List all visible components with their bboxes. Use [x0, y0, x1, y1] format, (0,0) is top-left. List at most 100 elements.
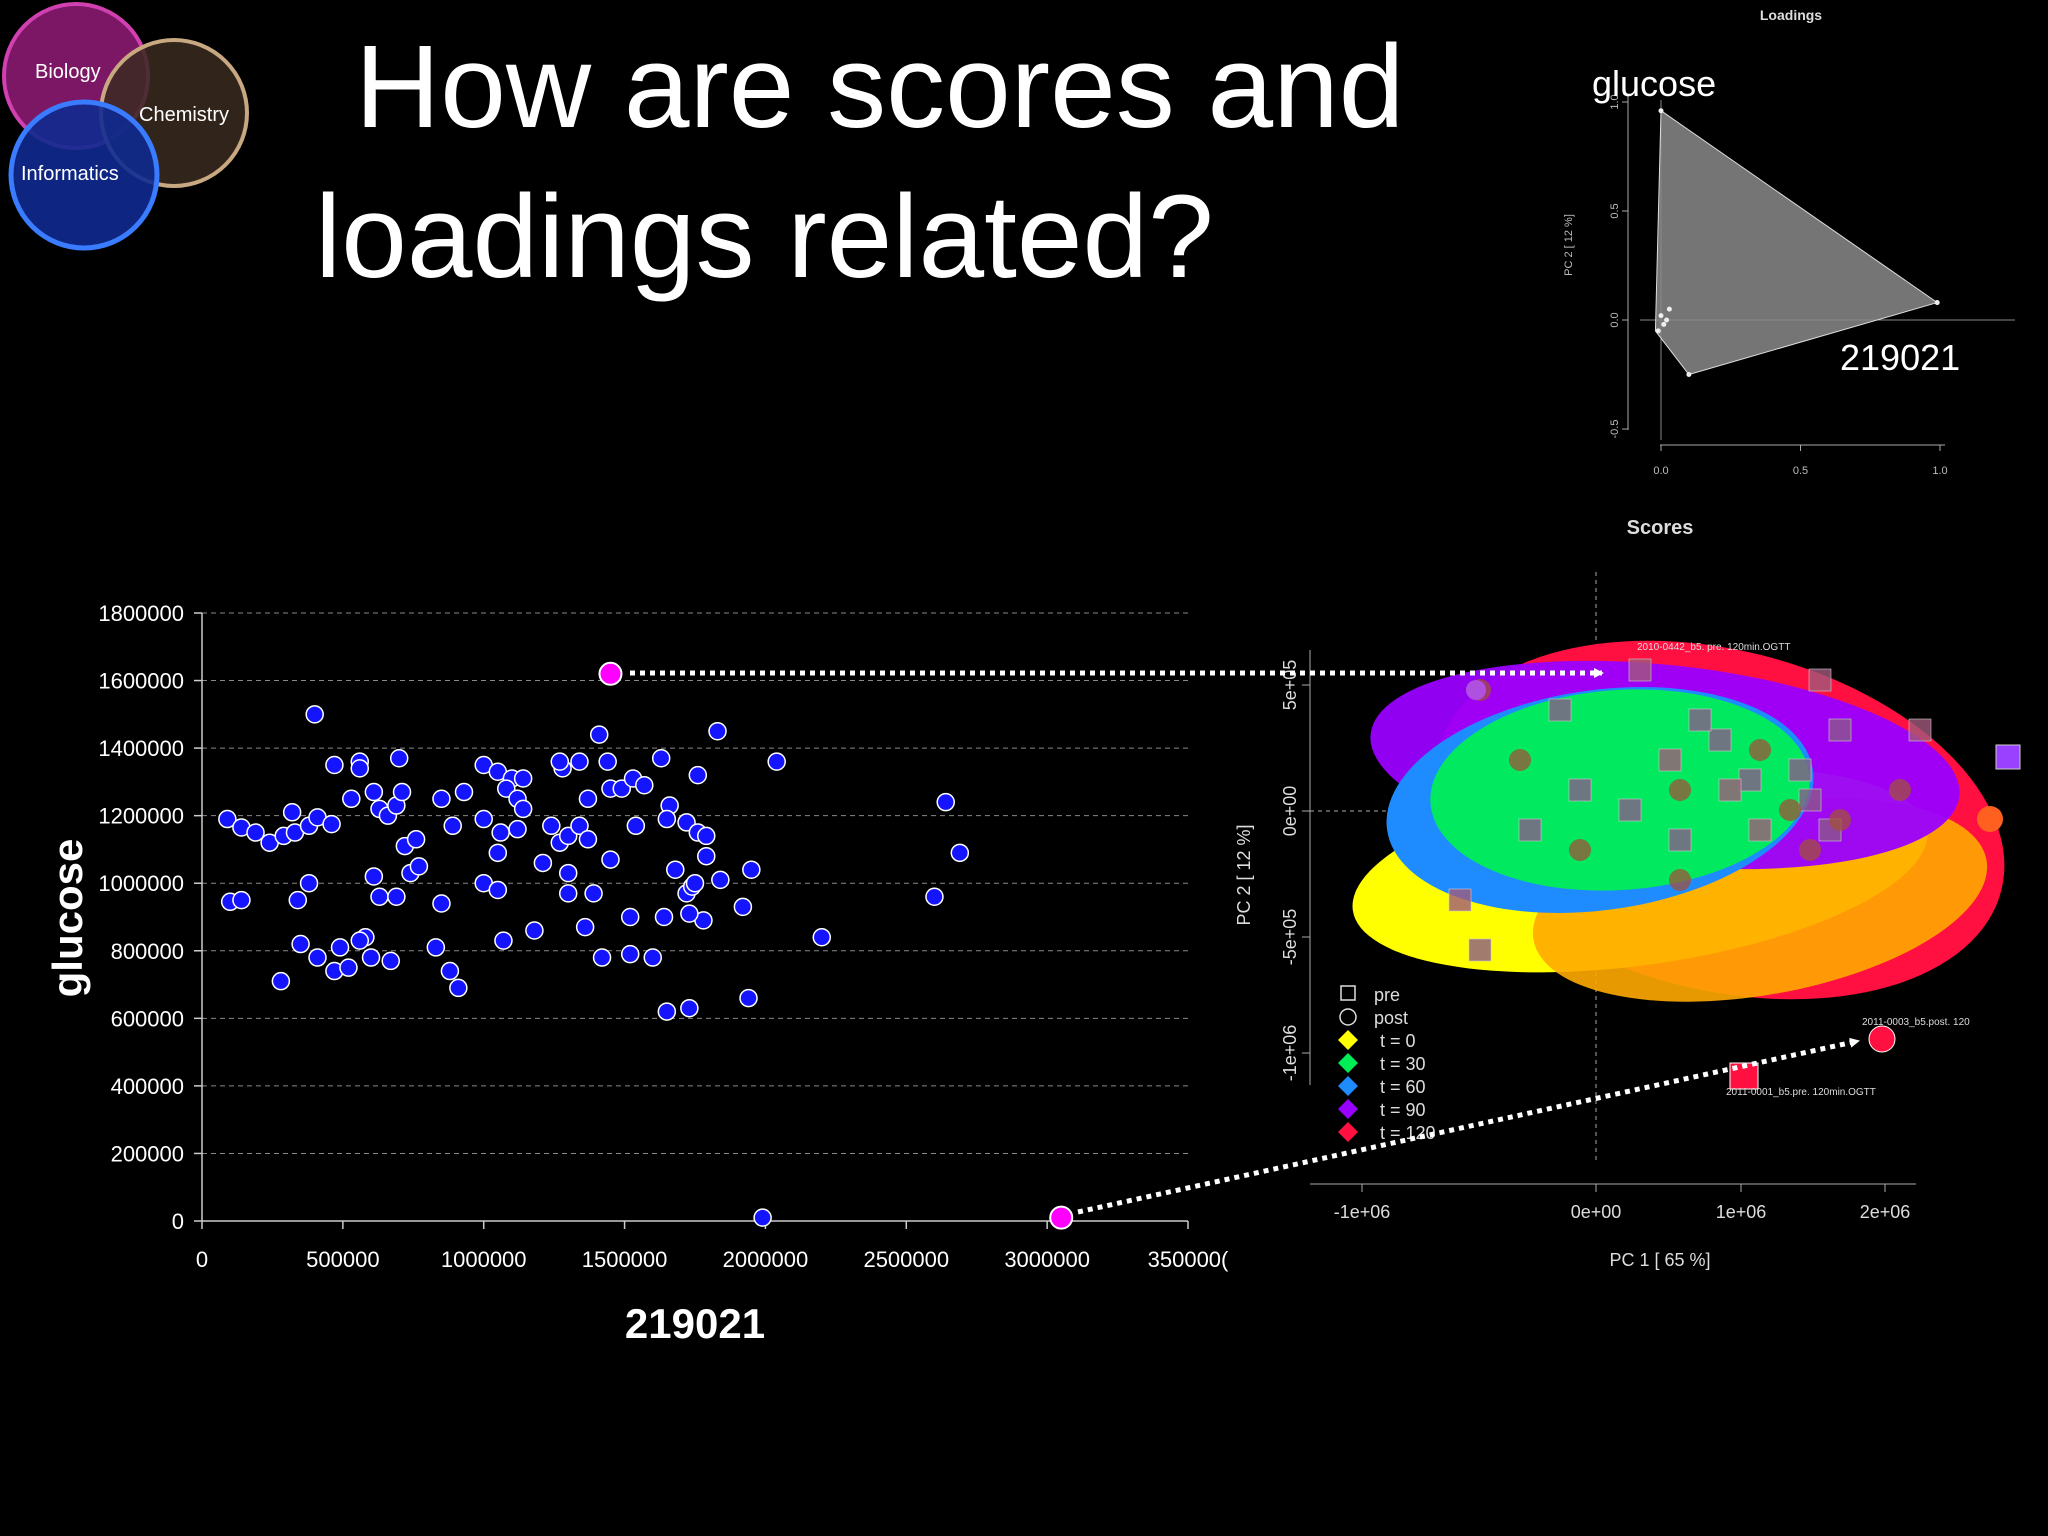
data-point	[578, 789, 598, 809]
data-point	[767, 752, 786, 771]
score-square	[1908, 718, 1932, 742]
data-point	[697, 826, 716, 846]
data-point	[657, 809, 677, 829]
data-point	[440, 961, 460, 981]
loading-point	[1934, 300, 1940, 306]
y-tick-label: 1600000	[98, 669, 184, 694]
data-point	[494, 931, 513, 950]
legend-shape-label: pre	[1374, 985, 1400, 1005]
logo: Biology Chemistry Informatics	[0, 0, 260, 260]
data-point	[339, 958, 358, 977]
legend-group-label: t = 0	[1380, 1031, 1416, 1051]
data-point	[542, 816, 561, 836]
score-square	[1688, 708, 1712, 732]
loadings-x-tick-label: 0.0	[1653, 465, 1668, 477]
legend-shape-label: post	[1374, 1008, 1408, 1028]
data-point	[697, 846, 716, 866]
data-point	[426, 938, 446, 957]
data-point	[570, 752, 589, 771]
data-point	[635, 776, 654, 795]
data-point	[305, 705, 324, 724]
scores-x-label: PC 1 [ 65 %]	[1609, 1250, 1710, 1270]
data-point	[381, 951, 400, 971]
scores-title: Scores	[1627, 517, 1694, 539]
loadings-title: Loadings	[1760, 7, 1822, 23]
y-tick-label: 0	[172, 1209, 184, 1234]
loadings-y-tick-label: 0.0	[1609, 312, 1621, 327]
score-square	[1618, 798, 1642, 822]
data-point	[626, 816, 646, 836]
x-tick-label: 1000000	[441, 1247, 527, 1272]
data-point	[271, 971, 291, 991]
logo-informatics: Informatics	[21, 163, 119, 185]
data-point	[550, 752, 570, 771]
data-point	[330, 938, 350, 957]
score-square	[1568, 778, 1592, 802]
data-point	[643, 948, 662, 967]
loadings-x-tick-label: 1.0	[1932, 465, 1947, 477]
page-title-line1: How are scores and	[355, 21, 1405, 153]
legend-diamond-icon	[1338, 1099, 1358, 1119]
score-circle-purple	[1466, 680, 1486, 700]
data-point	[742, 860, 761, 879]
data-point	[350, 759, 370, 778]
data-point	[812, 928, 832, 947]
data-point	[711, 870, 730, 890]
loadings-x-tick-label: 0.5	[1793, 465, 1808, 477]
highlighted-point	[1049, 1205, 1074, 1230]
data-point	[570, 816, 589, 836]
data-point	[654, 907, 674, 927]
data-point	[508, 819, 527, 839]
scores-x-tick-label: 0e+00	[1571, 1202, 1622, 1222]
data-point	[925, 887, 944, 906]
score-circle	[1509, 749, 1531, 771]
data-point	[232, 890, 251, 910]
x-tick-label: 2500000	[863, 1247, 949, 1272]
data-point	[246, 823, 265, 842]
scores-y-label: PC 2 [ 12 %]	[1234, 824, 1254, 925]
loading-point	[1658, 108, 1664, 114]
loading-point	[1661, 321, 1667, 327]
data-point	[299, 873, 319, 893]
data-point	[449, 978, 468, 998]
legend-diamond-icon	[1338, 1122, 1358, 1142]
score-square	[1628, 658, 1652, 682]
data-point	[666, 860, 685, 879]
legend-circle-icon	[1339, 1008, 1357, 1026]
scores-x-tick-label: 2e+06	[1860, 1202, 1911, 1222]
legend-group-label: t = 30	[1380, 1054, 1426, 1074]
data-point	[488, 880, 508, 900]
x-tick-label: 3000000	[1004, 1247, 1090, 1272]
score-circle	[1569, 839, 1591, 861]
score-circle	[1799, 839, 1821, 861]
data-point	[584, 884, 603, 903]
scores-y-tick-label: 0e+00	[1280, 786, 1300, 837]
data-point	[525, 921, 544, 940]
data-point	[364, 867, 384, 886]
score-circle	[1669, 779, 1691, 801]
legend-diamond-icon	[1338, 1053, 1358, 1073]
data-point	[282, 803, 302, 822]
x-tick-label: 500000	[306, 1247, 379, 1272]
y-tick-label: 1200000	[98, 804, 184, 829]
data-point	[620, 944, 640, 964]
data-point	[578, 830, 598, 849]
data-point	[389, 748, 409, 768]
score-square	[1548, 698, 1572, 722]
data-point	[406, 830, 426, 849]
data-point	[598, 752, 617, 771]
loadings-y-tick-label: -0.5	[1609, 420, 1621, 439]
logo-chemistry: Chemistry	[139, 104, 230, 126]
x-tick-label: 2000000	[723, 1247, 809, 1272]
y-tick-label: 800000	[111, 939, 184, 964]
data-point	[474, 809, 493, 829]
score-square	[1808, 668, 1832, 692]
data-point	[688, 765, 708, 785]
loadings-y-tick-label: 0.5	[1609, 203, 1621, 218]
score-square	[1828, 718, 1852, 742]
score-square	[1448, 888, 1472, 912]
loadings-y-tick-label: 1.0	[1609, 94, 1621, 109]
annotation-pre: 2011-0001_b5.pre. 120min.OGTT	[1726, 1087, 1876, 1098]
score-square	[1718, 778, 1742, 802]
data-point	[392, 782, 412, 802]
